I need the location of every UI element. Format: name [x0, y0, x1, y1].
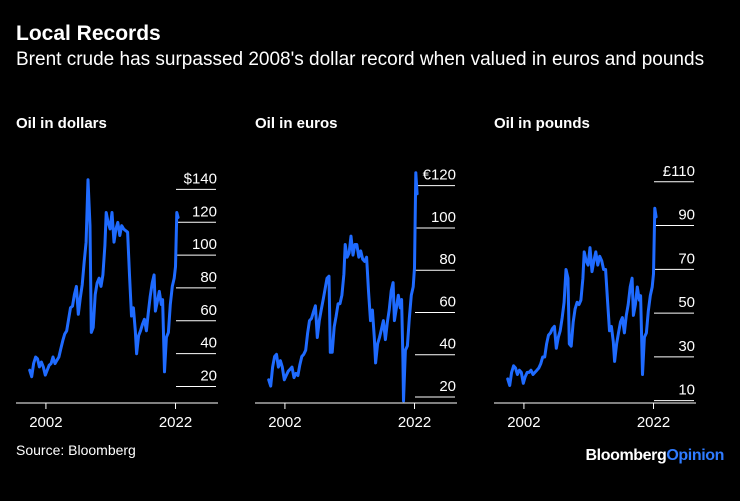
y-tick-label-pounds-0: 10 — [678, 382, 695, 399]
y-tick-label-pounds-5: £110 — [663, 163, 695, 180]
y-tick-label-dollars-4: 100 — [192, 236, 217, 253]
panel-title-dollars: Oil in dollars — [16, 115, 107, 132]
x-tick-label-dollars-0: 2002 — [29, 414, 62, 431]
source-note: Source: Bloomberg — [16, 442, 136, 458]
panel-title-euros: Oil in euros — [255, 115, 338, 132]
bloomberg-opinion-logo: BloombergOpinion — [586, 447, 725, 465]
y-tick-label-euros-0: 20 — [439, 378, 456, 395]
y-tick-label-dollars-1: 40 — [200, 335, 217, 352]
x-tick-label-euros-0: 2002 — [268, 414, 301, 431]
y-tick-label-pounds-2: 50 — [678, 294, 695, 311]
x-tick-label-euros-1: 2022 — [398, 414, 431, 431]
y-tick-label-dollars-3: 80 — [200, 269, 217, 286]
chart-subtitle: Brent crude has surpassed 2008's dollar … — [16, 49, 705, 70]
y-tick-label-dollars-2: 60 — [200, 302, 217, 319]
y-tick-label-euros-2: 60 — [439, 293, 456, 310]
series-line-euros — [267, 171, 419, 403]
brand-accent: Opinion — [666, 447, 724, 464]
y-tick-label-pounds-4: 90 — [678, 207, 695, 224]
y-tick-label-euros-3: 80 — [439, 251, 456, 268]
series-line-dollars — [28, 178, 180, 379]
x-tick-label-dollars-1: 2022 — [159, 414, 192, 431]
panel-title-pounds: Oil in pounds — [494, 115, 590, 132]
y-tick-label-pounds-1: 30 — [678, 338, 695, 355]
series-line-pounds — [506, 206, 658, 387]
y-tick-label-euros-1: 40 — [439, 336, 456, 353]
y-tick-label-euros-4: 100 — [431, 209, 456, 226]
chart-title: Local Records — [16, 22, 161, 45]
y-tick-label-dollars-0: 20 — [200, 367, 217, 384]
y-tick-label-pounds-3: 70 — [678, 250, 695, 267]
y-tick-label-euros-5: €120 — [423, 167, 456, 184]
brand-main: Bloomberg — [585, 447, 667, 464]
y-tick-label-dollars-5: 120 — [192, 203, 217, 220]
x-tick-label-pounds-0: 2002 — [507, 414, 540, 431]
y-tick-label-dollars-6: $140 — [184, 170, 217, 187]
x-tick-label-pounds-1: 2022 — [637, 414, 670, 431]
